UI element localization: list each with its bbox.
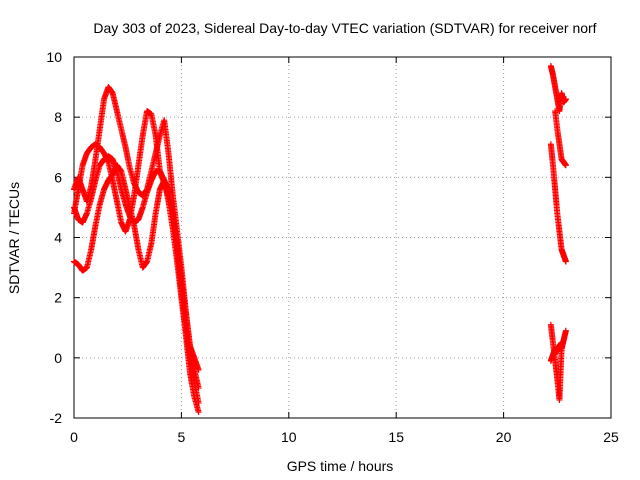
x-tick-label: 5	[178, 429, 186, 445]
series-arc-7	[552, 108, 569, 169]
data-point	[562, 96, 569, 103]
data-points	[71, 63, 569, 415]
data-point	[195, 399, 202, 406]
y-tick-label: 8	[54, 109, 62, 125]
x-tick-labels: 0 5 10 15 20 25	[70, 429, 619, 445]
axis-ticks	[73, 56, 612, 419]
data-point	[562, 327, 569, 334]
data-point	[562, 258, 569, 265]
data-point	[562, 162, 569, 169]
y-tick-label: 0	[54, 350, 62, 366]
grid-lines	[74, 57, 611, 418]
x-axis-label: GPS time / hours	[287, 458, 394, 474]
x-tick-label: 10	[281, 429, 297, 445]
y-tick-label: -2	[50, 410, 63, 426]
x-tick-label: 0	[70, 429, 78, 445]
chart-title: Day 303 of 2023, Sidereal Day-to-day VTE…	[93, 20, 596, 36]
series-arc-4	[71, 108, 202, 406]
data-point	[195, 408, 202, 415]
data-point	[558, 339, 565, 346]
series-arc-5	[547, 63, 569, 115]
y-tick-labels: -2 0 2 4 6 8 10	[46, 49, 62, 426]
y-tick-label: 6	[54, 169, 62, 185]
data-point	[195, 366, 202, 373]
y-axis-label: SDTVAR / TECUs	[6, 182, 22, 294]
x-tick-label: 20	[496, 429, 512, 445]
y-tick-label: 4	[54, 230, 62, 246]
series-arc-6	[547, 141, 569, 265]
y-tick-label: 2	[54, 290, 62, 306]
series-arc-9	[547, 339, 565, 364]
x-tick-label: 25	[603, 429, 619, 445]
x-tick-label: 15	[388, 429, 404, 445]
y-tick-label: 10	[46, 49, 62, 65]
